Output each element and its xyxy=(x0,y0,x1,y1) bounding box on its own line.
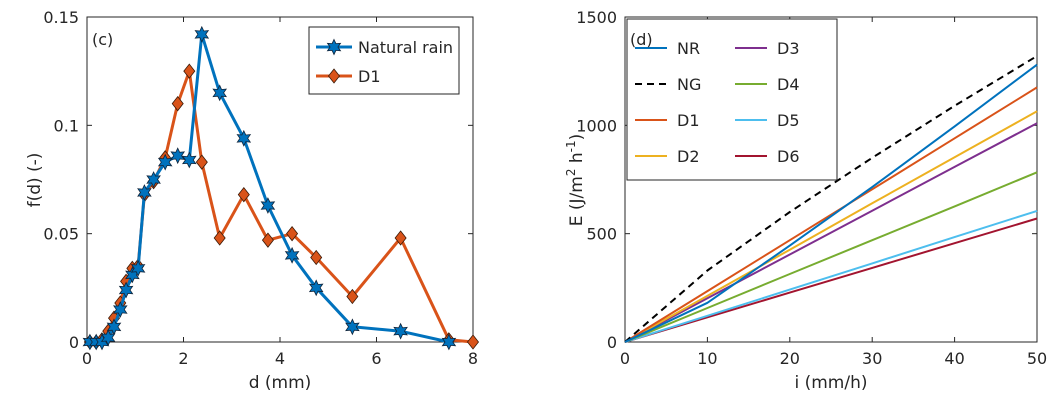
data-point xyxy=(236,129,252,147)
panel-c-ylabel: f(d) (-) xyxy=(25,153,45,208)
panel-d-xtick-label: 10 xyxy=(697,349,717,368)
data-point xyxy=(146,171,161,188)
legend-entry-d5: D5 xyxy=(735,111,800,130)
legend-label: D3 xyxy=(777,39,800,58)
data-point xyxy=(441,333,457,351)
panel-c-ytick-label: 0.15 xyxy=(43,8,79,27)
data-point xyxy=(345,318,360,336)
panel-d-ytick-label: 1500 xyxy=(576,8,617,27)
legend-label: D5 xyxy=(777,111,800,130)
data-point xyxy=(183,63,196,79)
panel-d-xtick-label: 40 xyxy=(944,349,964,368)
series-line-d4 xyxy=(624,171,1038,343)
panel-c-series xyxy=(82,25,480,351)
legend-entry-ng: NG xyxy=(635,75,701,94)
legend-label: D1 xyxy=(358,67,381,86)
legend-entry-d1: D1 xyxy=(316,67,381,86)
legend-marker xyxy=(327,68,341,84)
data-point xyxy=(393,322,408,340)
panel-c-ytick-label: 0 xyxy=(69,333,79,352)
series-line-d1 xyxy=(624,86,1038,343)
series-natural-rain xyxy=(82,25,457,351)
legend-label: D4 xyxy=(777,75,800,94)
data-point xyxy=(170,147,186,165)
data-point xyxy=(195,154,208,170)
legend-entry-d3: D3 xyxy=(735,39,800,58)
series-line-d2 xyxy=(624,110,1038,343)
legend-label: D1 xyxy=(677,111,700,130)
data-point xyxy=(171,96,184,112)
panel-d-xlabel: i (mm/h) xyxy=(794,373,867,393)
panel-d-xtick-label: 20 xyxy=(780,349,800,368)
data-point xyxy=(466,334,480,350)
panel-d-ytick-label: 1000 xyxy=(576,116,617,135)
data-point xyxy=(213,230,226,246)
data-point xyxy=(106,318,122,336)
legend-entry-natural-rain: Natural rain xyxy=(316,38,453,57)
panel-c-ytick-label: 0.1 xyxy=(54,116,79,135)
series-line-d6 xyxy=(624,217,1038,343)
panel-d-series xyxy=(624,55,1038,343)
panel-c-xtick-label: 6 xyxy=(371,349,381,368)
panel-c: 0 2 4 6 8 0 0.05 0.1 0.15 (c) d (mm) f(d) (-) Na… xyxy=(25,8,480,393)
legend-entry-d4: D4 xyxy=(735,75,800,94)
legend-label: D6 xyxy=(777,147,800,166)
data-point xyxy=(194,25,210,43)
legend-entry-d6: D6 xyxy=(735,147,800,166)
legend-label: D2 xyxy=(677,147,700,166)
panel-c-xtick-label: 2 xyxy=(178,349,188,368)
data-point xyxy=(212,84,228,102)
panel-c-xtick-label: 8 xyxy=(468,349,478,368)
panel-d-xtick-label: 50 xyxy=(1027,349,1047,368)
panel-c-xtick-label: 4 xyxy=(275,349,285,368)
legend-label: Natural rain xyxy=(358,38,453,57)
panel-c-legend: Natural rain D1 xyxy=(308,26,460,95)
legend-entry-nr: NR xyxy=(635,39,700,58)
data-point xyxy=(310,249,323,266)
legend-marker xyxy=(326,38,342,56)
panel-d-label: (d) xyxy=(630,30,653,49)
data-point xyxy=(286,226,299,242)
panel-d-xtick-label: 30 xyxy=(862,349,882,368)
series-line-nr xyxy=(624,63,1038,343)
data-point xyxy=(394,230,407,246)
panel-c-ytick-label: 0.05 xyxy=(43,225,79,244)
data-point xyxy=(112,301,128,318)
panel-c-ticks: 0 2 4 6 8 0 0.05 0.1 0.15 xyxy=(43,8,478,368)
panel-c-label: (c) xyxy=(92,30,113,49)
series-line-d5 xyxy=(624,209,1038,343)
legend-entry-d2: D2 xyxy=(635,147,700,166)
legend-entry-d1: D1 xyxy=(635,111,700,130)
data-point xyxy=(260,197,276,214)
panel-c-xlabel: d (mm) xyxy=(249,373,312,393)
data-point xyxy=(237,187,250,203)
panel-c-xtick-label: 0 xyxy=(82,349,92,368)
panel-d-xtick-label: 0 xyxy=(620,349,630,368)
data-point xyxy=(284,246,300,264)
data-point xyxy=(130,259,146,277)
data-point xyxy=(346,288,359,305)
data-point xyxy=(261,232,274,248)
legend-label: NG xyxy=(677,75,701,94)
panel-d-ylabel: E (J/m2 h-1) xyxy=(564,134,587,227)
data-point xyxy=(181,151,197,169)
legend-label: NR xyxy=(677,39,700,58)
panel-d-ytick-label: 500 xyxy=(586,225,617,244)
data-point xyxy=(100,329,116,347)
data-point xyxy=(137,184,152,201)
data-point xyxy=(118,281,134,299)
panel-d-legend: NR NG D1 D2 D3 D4 D5 D6 xyxy=(626,18,838,181)
data-point xyxy=(308,279,324,297)
series-line-d3 xyxy=(624,122,1038,343)
series-line-ng xyxy=(624,55,1038,343)
panel-d-legend-box xyxy=(626,18,838,181)
panel-d-ytick-label: 0 xyxy=(607,333,617,352)
